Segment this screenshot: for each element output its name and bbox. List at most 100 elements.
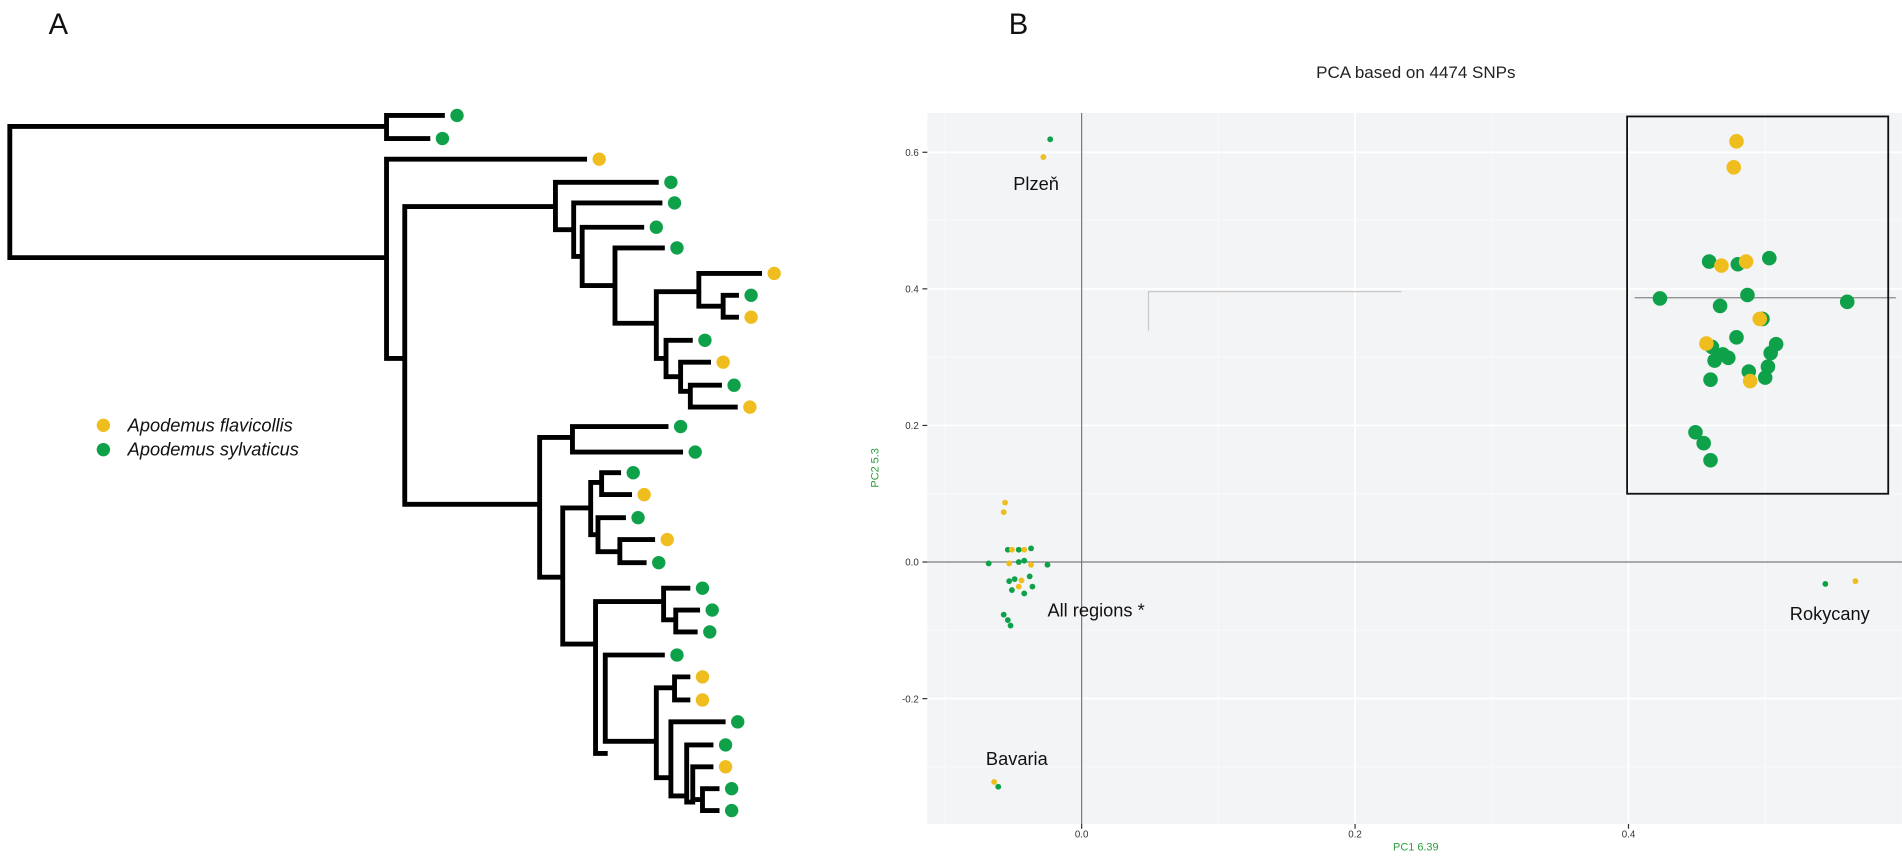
- tree-tip-flavicollis: [695, 693, 710, 707]
- data-points: [985, 134, 1859, 790]
- tree-tip-sylvaticus: [670, 241, 684, 255]
- data-point-sylvaticus: [1688, 424, 1703, 440]
- tree-tip-sylvaticus: [688, 445, 702, 459]
- panel-a-label: A: [49, 9, 69, 41]
- tree-tip-flavicollis: [743, 400, 757, 414]
- data-point-sylvaticus: [995, 783, 1002, 790]
- gridlines: [927, 113, 1902, 824]
- y-tick-label: -0.2: [902, 694, 919, 705]
- tree-tip-sylvaticus: [698, 333, 712, 347]
- data-point-sylvaticus: [1029, 583, 1036, 590]
- y-tick-label: 0.2: [905, 421, 919, 432]
- data-point-sylvaticus: [1007, 622, 1014, 629]
- tree-tip-flavicollis: [767, 266, 781, 281]
- data-point-flavicollis: [1015, 583, 1022, 590]
- region-label: Plzeň: [1013, 174, 1059, 194]
- data-point-flavicollis: [1726, 160, 1742, 175]
- chart-title: PCA based on 4474 SNPs: [1316, 63, 1515, 82]
- legend-label-sylvaticus: Apodemus sylvaticus: [127, 440, 299, 460]
- data-point-sylvaticus: [1740, 287, 1755, 303]
- data-point-sylvaticus: [1701, 254, 1717, 269]
- data-point-sylvaticus: [985, 560, 992, 567]
- tree-tip-sylvaticus: [631, 510, 645, 525]
- x-axis-label: PC1 6.39: [1393, 842, 1439, 854]
- tree-tip-sylvaticus: [667, 196, 682, 210]
- data-point-sylvaticus: [1720, 350, 1736, 366]
- data-point-flavicollis: [1040, 154, 1047, 160]
- y-tick-label: 0.0: [905, 558, 919, 569]
- data-point-flavicollis: [1000, 509, 1007, 516]
- data-point-flavicollis: [1699, 336, 1714, 351]
- data-point-flavicollis: [1742, 373, 1758, 389]
- annotations: Plzeň All regions * Rokycany Bavaria: [986, 174, 1871, 769]
- data-point-flavicollis: [1729, 134, 1744, 149]
- data-point-sylvaticus: [1760, 359, 1776, 375]
- tree-tips: [435, 108, 781, 818]
- data-point-sylvaticus: [1839, 294, 1855, 310]
- tree-tip-flavicollis: [592, 152, 606, 166]
- x-tick-label: 0.0: [1075, 829, 1089, 840]
- tree-tip-sylvaticus: [731, 715, 745, 729]
- phylogenetic-tree-branches: [7, 113, 763, 813]
- data-point-flavicollis: [1002, 499, 1008, 506]
- tree-tip-sylvaticus: [670, 648, 684, 662]
- data-point-flavicollis: [1018, 577, 1025, 584]
- tree-tip-sylvaticus: [626, 466, 640, 480]
- tree-tip-sylvaticus: [718, 738, 733, 752]
- tree-tip-flavicollis: [695, 670, 710, 684]
- data-point-flavicollis: [1021, 546, 1028, 553]
- tree-tip-sylvaticus: [703, 625, 717, 639]
- axis-ticks: 0.0 0.2 0.4 0.6 0.4 0.2 0.0 -0.2: [902, 148, 1636, 840]
- data-point-sylvaticus: [1762, 250, 1777, 266]
- data-point-sylvaticus: [1652, 291, 1668, 306]
- region-label: Rokycany: [1790, 604, 1871, 624]
- legend-marker-sylvaticus: [96, 442, 111, 457]
- y-tick-label: 0.4: [905, 285, 919, 296]
- data-point-sylvaticus: [1712, 298, 1728, 314]
- tree-tip-sylvaticus: [652, 555, 666, 570]
- plot-background: [927, 113, 1902, 824]
- data-point-flavicollis: [1714, 258, 1729, 273]
- tree-tip-flavicollis: [637, 487, 651, 502]
- data-point-sylvaticus: [1044, 561, 1051, 568]
- data-point-sylvaticus: [1703, 372, 1718, 387]
- data-point-sylvaticus: [1026, 573, 1033, 580]
- data-point-flavicollis: [1028, 561, 1034, 568]
- data-point-sylvaticus: [1000, 611, 1007, 618]
- tree-tip-flavicollis: [660, 532, 674, 547]
- data-point-sylvaticus: [1004, 546, 1011, 553]
- data-point-sylvaticus: [1015, 546, 1022, 553]
- region-label: Bavaria: [986, 749, 1049, 769]
- tree-tip-sylvaticus: [744, 288, 758, 302]
- data-point-sylvaticus: [1028, 545, 1034, 552]
- data-point-sylvaticus: [1021, 557, 1028, 564]
- data-point-sylvaticus: [1757, 370, 1773, 385]
- data-point-sylvaticus: [1696, 435, 1711, 451]
- x-tick-label: 0.4: [1622, 829, 1636, 840]
- tree-tip-sylvaticus: [724, 803, 739, 818]
- data-point-sylvaticus: [1015, 559, 1022, 565]
- tree-tip-sylvaticus: [450, 108, 464, 123]
- data-point-sylvaticus: [1729, 330, 1744, 345]
- data-point-flavicollis: [1008, 546, 1015, 553]
- y-tick-label: 0.6: [905, 148, 919, 159]
- tree-tip-sylvaticus: [727, 378, 741, 392]
- data-point-flavicollis: [1852, 578, 1859, 585]
- tree-tip-sylvaticus: [649, 220, 663, 234]
- data-point-sylvaticus: [1021, 590, 1028, 597]
- tree-tip-sylvaticus: [695, 581, 710, 595]
- region-label: All regions *: [1047, 601, 1144, 621]
- highlight-box: [1626, 115, 1890, 495]
- data-point-sylvaticus: [1011, 576, 1018, 583]
- tree-tip-sylvaticus: [435, 131, 450, 146]
- y-axis-label: PC2 5.3: [870, 448, 882, 487]
- tree-tip-sylvaticus: [724, 781, 739, 796]
- data-point-flavicollis: [1006, 560, 1013, 567]
- gray-bracket-line: [1147, 291, 1402, 331]
- data-point-flavicollis: [1752, 311, 1768, 327]
- data-point-sylvaticus: [1703, 452, 1718, 468]
- data-point-flavicollis: [991, 779, 998, 785]
- legend-marker-flavicollis: [96, 418, 111, 433]
- x-tick-label: 0.2: [1348, 829, 1362, 840]
